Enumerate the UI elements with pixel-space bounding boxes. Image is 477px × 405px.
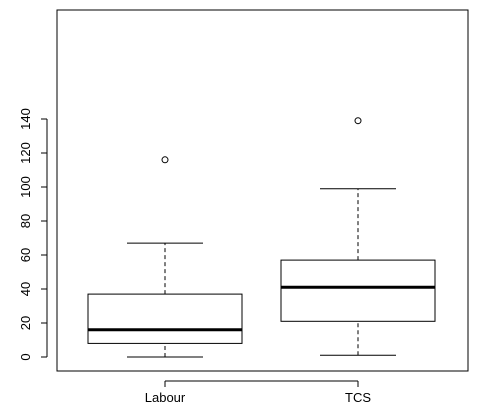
x-axis: Labour TCS xyxy=(145,380,371,405)
x-tick-label: Labour xyxy=(145,390,186,405)
box-tcs xyxy=(280,117,436,356)
y-tick-label: 0 xyxy=(18,353,33,360)
outlier-point xyxy=(161,156,169,164)
y-tick-label: 40 xyxy=(18,282,33,296)
y-tick-label: 120 xyxy=(18,142,33,164)
iqr-box xyxy=(280,259,436,322)
y-tick-label: 140 xyxy=(18,108,33,130)
iqr-box xyxy=(87,293,243,344)
y-axis: 0 20 40 60 80 100 120 140 xyxy=(18,108,48,361)
plot-frame xyxy=(56,9,469,372)
y-tick-label: 60 xyxy=(18,248,33,262)
box-labour xyxy=(87,156,243,358)
y-tick-label: 20 xyxy=(18,316,33,330)
x-tick-label: TCS xyxy=(345,390,371,405)
outlier-point xyxy=(354,117,362,125)
y-tick-label: 80 xyxy=(18,214,33,228)
y-tick-label: 100 xyxy=(18,176,33,198)
boxes xyxy=(87,117,436,358)
